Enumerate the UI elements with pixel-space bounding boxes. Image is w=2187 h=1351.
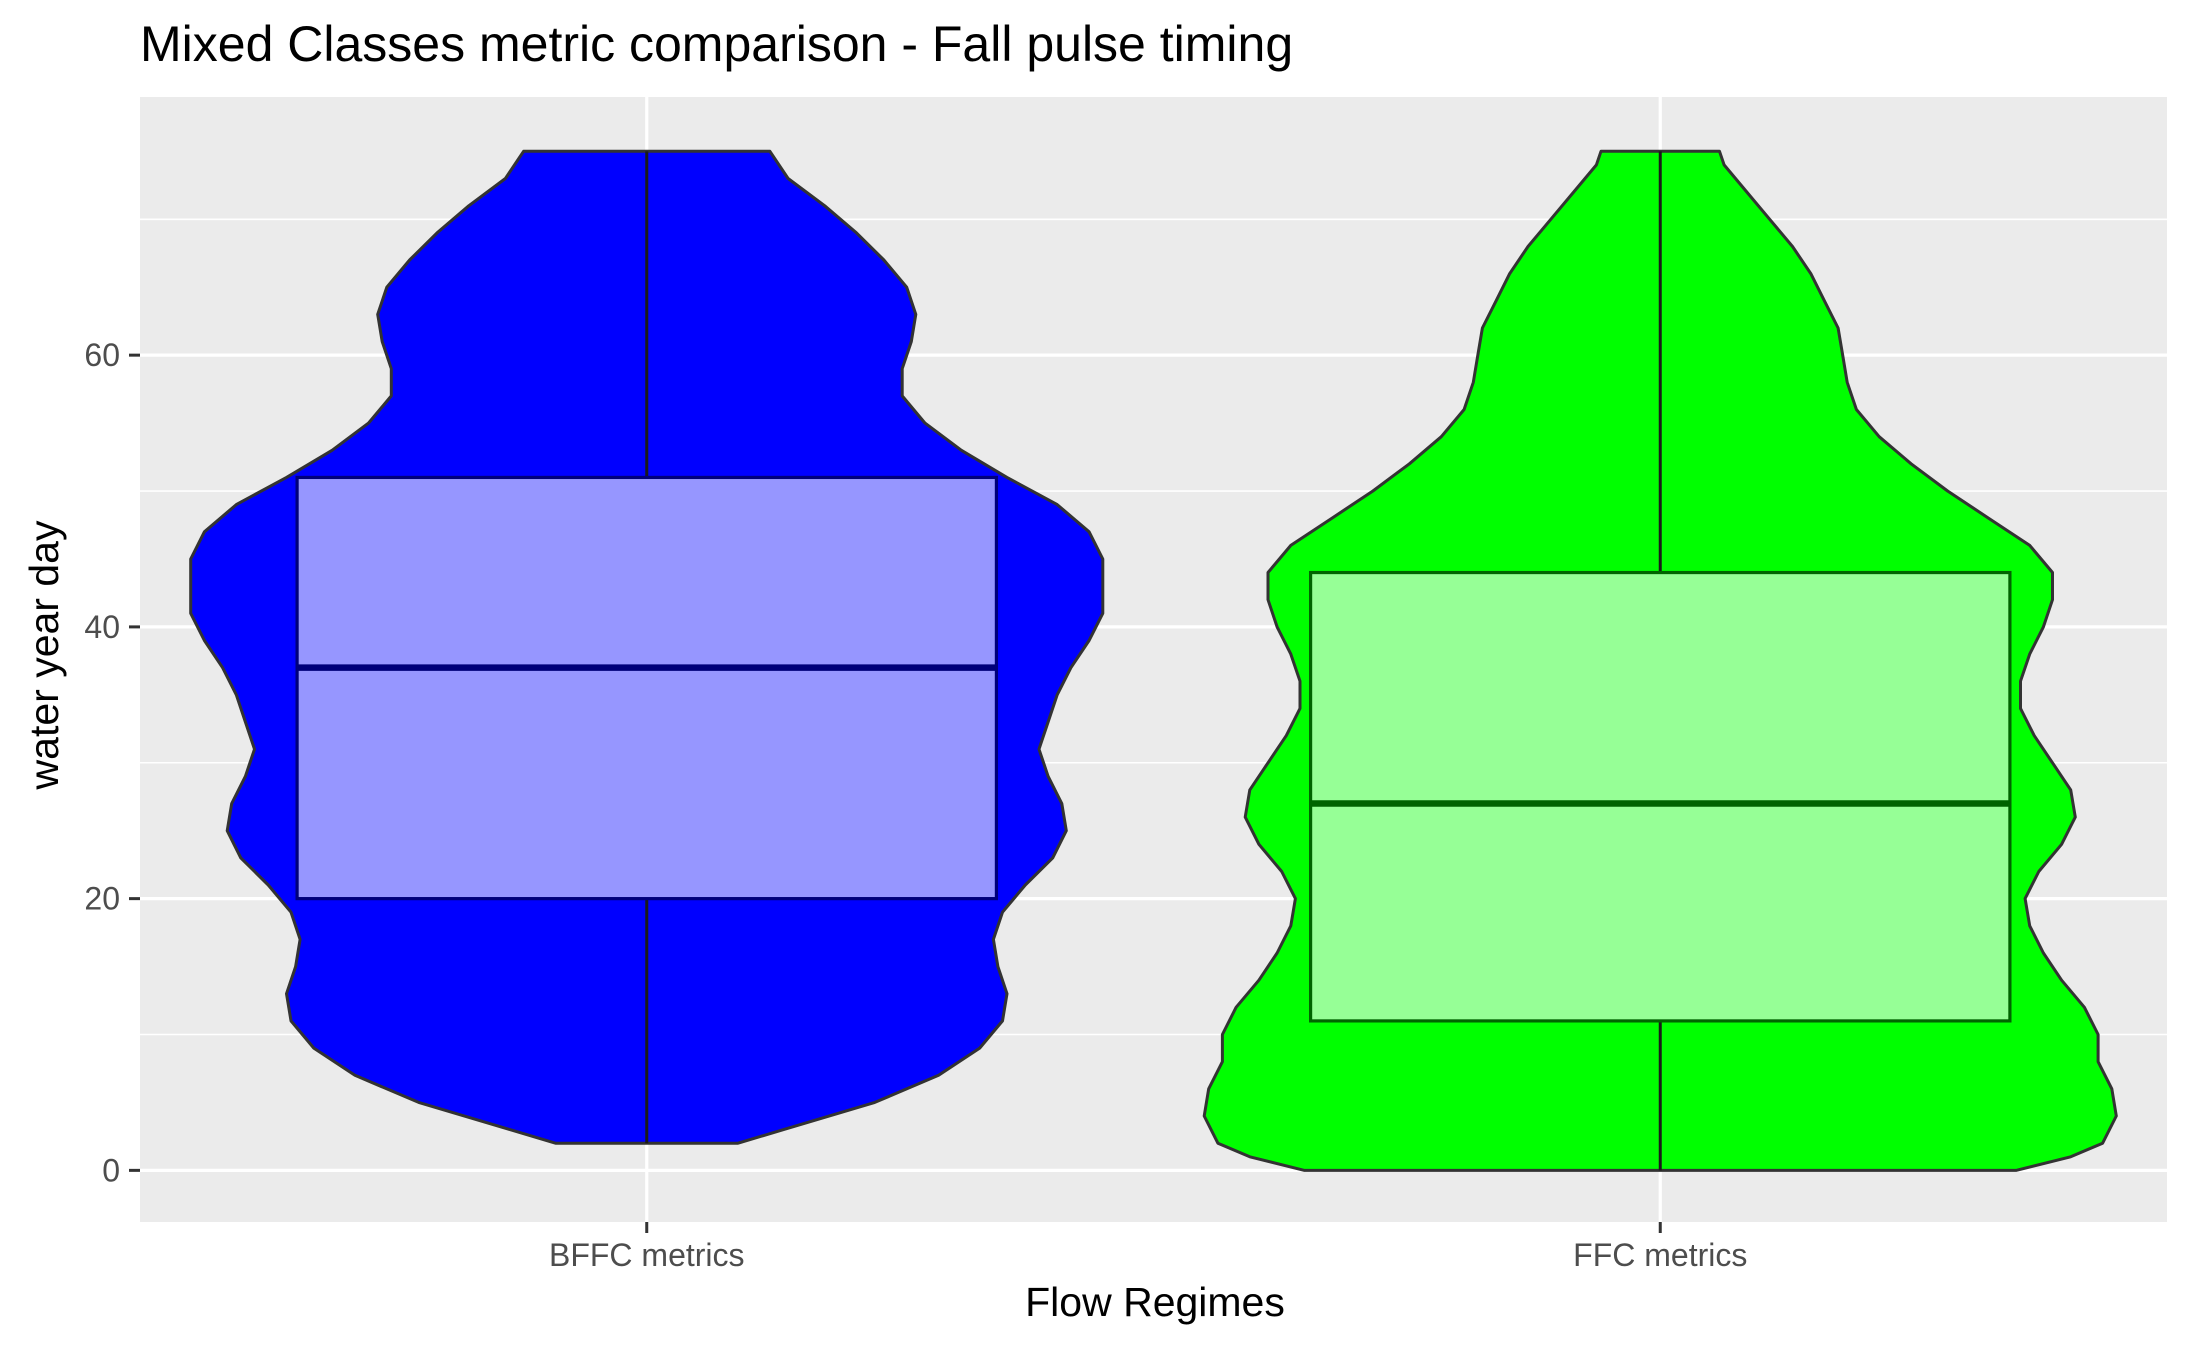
box-1 (295, 475, 999, 901)
x-axis-title: Flow Regimes (1025, 1279, 1285, 1325)
chart-title: Mixed Classes metric comparison - Fall p… (140, 16, 1293, 72)
y-tick-label: 0 (102, 1152, 120, 1188)
y-tick-label: 40 (84, 609, 120, 645)
x-tick-label: FFC metrics (1573, 1237, 1747, 1273)
y-tick-label: 20 (84, 881, 120, 917)
boxplots (295, 151, 2012, 1171)
axes: 0 20 40 60 BFFC metrics FFC metrics (84, 337, 1747, 1273)
x-tick-label: BFFC metrics (549, 1237, 745, 1273)
y-axis-title: water year day (21, 520, 67, 790)
y-tick-label: 60 (84, 337, 120, 373)
box-2 (1308, 570, 2012, 1023)
